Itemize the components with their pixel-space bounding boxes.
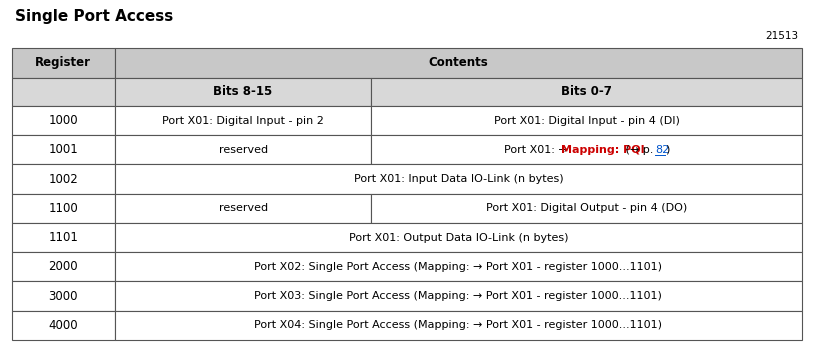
Bar: [115, 48, 802, 78]
Text: 21513: 21513: [765, 31, 798, 41]
Bar: [12, 78, 115, 106]
Text: Bits 0-7: Bits 0-7: [562, 85, 612, 99]
Bar: [115, 223, 802, 252]
Text: Port X04: Single Port Access (Mapping: → Port X01 - register 1000...1101): Port X04: Single Port Access (Mapping: →…: [254, 320, 663, 330]
Text: Mapping: PQI: Mapping: PQI: [562, 145, 645, 155]
Text: Port X01: Digital Output - pin 4 (DO): Port X01: Digital Output - pin 4 (DO): [486, 203, 687, 213]
Text: 2000: 2000: [49, 261, 78, 273]
Text: Register: Register: [35, 56, 91, 70]
Bar: [12, 282, 115, 311]
Text: reserved: reserved: [218, 145, 268, 155]
Text: ): ): [665, 145, 669, 155]
Text: 1002: 1002: [49, 173, 78, 185]
Text: 1100: 1100: [49, 202, 78, 215]
Text: Port X01: Digital Input - pin 2: Port X01: Digital Input - pin 2: [162, 116, 324, 126]
Bar: [12, 48, 115, 78]
Bar: [12, 194, 115, 223]
Bar: [371, 135, 802, 164]
Bar: [371, 194, 802, 223]
Bar: [12, 164, 115, 194]
Text: (→ p.: (→ p.: [622, 145, 657, 155]
Text: Port X01: Input Data IO-Link (n bytes): Port X01: Input Data IO-Link (n bytes): [353, 174, 563, 184]
Text: Port X03: Single Port Access (Mapping: → Port X01 - register 1000...1101): Port X03: Single Port Access (Mapping: →…: [255, 291, 663, 301]
Bar: [371, 78, 802, 106]
Bar: [115, 311, 802, 340]
Bar: [115, 164, 802, 194]
Text: Port X01: Output Data IO-Link (n bytes): Port X01: Output Data IO-Link (n bytes): [348, 233, 568, 243]
Text: 1001: 1001: [49, 143, 78, 156]
Text: reserved: reserved: [218, 203, 268, 213]
Text: 82: 82: [655, 145, 670, 155]
Text: 4000: 4000: [49, 319, 78, 332]
Bar: [115, 78, 371, 106]
Text: 1000: 1000: [49, 114, 78, 127]
Bar: [12, 135, 115, 164]
Text: Port X02: Single Port Access (Mapping: → Port X01 - register 1000...1101): Port X02: Single Port Access (Mapping: →…: [254, 262, 663, 272]
Bar: [371, 106, 802, 135]
Text: Contents: Contents: [428, 56, 488, 70]
Text: Port X01: Digital Input - pin 4 (DI): Port X01: Digital Input - pin 4 (DI): [494, 116, 680, 126]
Text: Port X01: →: Port X01: →: [504, 145, 571, 155]
Bar: [12, 223, 115, 252]
Text: Single Port Access: Single Port Access: [15, 9, 173, 24]
Bar: [12, 252, 115, 282]
Bar: [12, 106, 115, 135]
Bar: [115, 252, 802, 282]
Bar: [115, 106, 371, 135]
Bar: [115, 282, 802, 311]
Bar: [115, 135, 371, 164]
Text: 1101: 1101: [48, 231, 78, 244]
Bar: [115, 194, 371, 223]
Text: Bits 8-15: Bits 8-15: [213, 85, 273, 99]
Text: 3000: 3000: [49, 290, 78, 303]
Bar: [12, 311, 115, 340]
